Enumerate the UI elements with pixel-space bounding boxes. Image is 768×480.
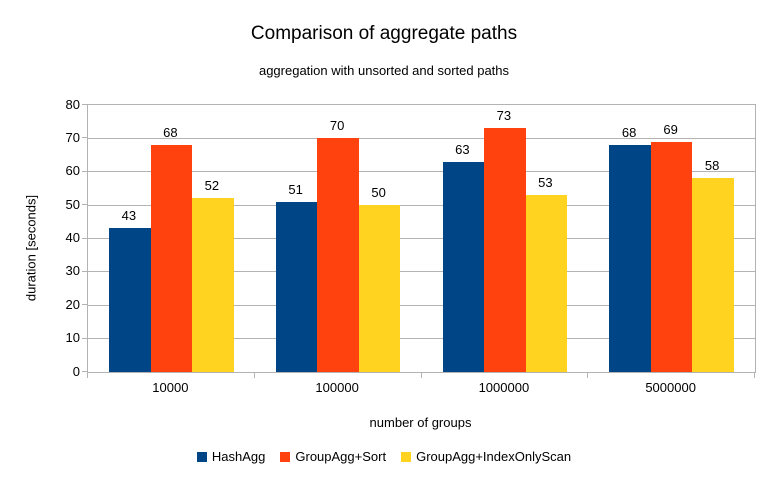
x-axis-tick-mark	[253, 373, 255, 378]
bar-value-label: 73	[496, 108, 512, 124]
legend-item-hashagg: HashAgg	[196, 449, 266, 464]
x-axis-category-label: 10000	[152, 380, 189, 395]
y-axis-title: duration [seconds]	[23, 194, 39, 302]
x-axis-category-label: 1000000	[478, 380, 530, 395]
bar-value-label: 43	[121, 208, 137, 224]
bar-hashagg	[275, 201, 318, 372]
legend-swatch-icon	[401, 451, 412, 462]
bar-groupagg-sort	[150, 145, 193, 372]
gridline	[88, 171, 755, 173]
bar-hashagg	[609, 145, 651, 372]
gridline	[88, 137, 755, 139]
y-axis-tick-label: 30	[65, 263, 80, 279]
bar-value-label: 69	[663, 121, 678, 137]
y-axis-tick-label: 70	[65, 129, 80, 145]
gridline	[88, 204, 755, 206]
y-axis-tick-label: 80	[65, 96, 80, 112]
x-axis-tick-mark	[420, 373, 422, 378]
y-axis-tick-mark	[82, 371, 87, 372]
y-axis-tick-label: 60	[65, 163, 80, 179]
bar-hashagg	[109, 228, 151, 372]
bar-value-label: 50	[371, 185, 386, 201]
gridline	[88, 338, 755, 340]
bar-groupagg-sort	[484, 128, 526, 372]
bar-value-label: 58	[704, 158, 720, 174]
bar-value-label: 63	[455, 141, 470, 157]
gridline	[88, 238, 755, 239]
y-axis-tick-mark	[82, 137, 87, 139]
x-axis-title: number of groups	[369, 415, 472, 430]
bar-value-label: 51	[288, 181, 303, 197]
legend-swatch-icon	[280, 451, 291, 462]
bar-groupagg-sort	[317, 138, 359, 372]
chart-title: Comparison of aggregate paths	[250, 23, 518, 44]
y-axis-tick-label: 40	[65, 230, 80, 245]
gridline	[88, 271, 755, 273]
gridline	[88, 304, 755, 306]
bar-value-label: 68	[163, 125, 178, 141]
x-axis-category-label: 100000	[315, 380, 359, 395]
y-axis-tick-label: 20	[65, 296, 80, 312]
legend-item-groupagg-sort: GroupAgg+Sort	[280, 449, 386, 464]
x-axis-tick-mark	[587, 373, 589, 378]
bar-value-label: 68	[621, 125, 637, 141]
bar-groupagg-indexonlyscan	[692, 178, 734, 372]
bar-value-label: 70	[329, 118, 345, 134]
x-axis-tick-mark	[87, 373, 88, 378]
y-axis-tick-label: 0	[72, 363, 80, 379]
bar-groupagg-indexonlyscan	[525, 195, 568, 372]
legend-item-groupagg-indexonlyscan: GroupAgg+IndexOnlyScan	[401, 449, 571, 464]
y-axis-tick-mark	[82, 170, 87, 172]
plot-area	[87, 104, 756, 373]
y-axis-tick-mark	[82, 104, 87, 105]
y-axis-tick-label: 50	[65, 196, 80, 212]
bar-value-label: 52	[204, 178, 220, 194]
y-axis-tick-mark	[82, 270, 87, 272]
legend-label: GroupAgg+Sort	[295, 449, 387, 464]
bar-groupagg-indexonlyscan	[358, 205, 401, 372]
chart-subtitle: aggregation with unsorted and sorted pat…	[258, 63, 510, 78]
bar-groupagg-sort	[650, 141, 693, 372]
x-axis-tick-mark	[754, 373, 755, 378]
x-axis-category-label: 5000000	[645, 380, 696, 395]
y-axis-tick-mark	[82, 237, 87, 239]
bar-value-label: 53	[538, 175, 553, 191]
legend-swatch-icon	[196, 451, 207, 462]
legend: HashAgg GroupAgg+Sort GroupAgg+IndexOnlySc…	[0, 449, 768, 464]
bar-groupagg-indexonlyscan	[192, 198, 234, 372]
legend-label: HashAgg	[211, 449, 266, 464]
y-axis-tick-mark	[82, 204, 87, 206]
bar-hashagg	[442, 161, 485, 372]
y-axis-tick-mark	[82, 304, 87, 306]
y-axis-tick-mark	[82, 337, 87, 339]
y-axis-tick-label: 10	[65, 330, 80, 346]
legend-label: GroupAgg+IndexOnlyScan	[416, 449, 572, 464]
